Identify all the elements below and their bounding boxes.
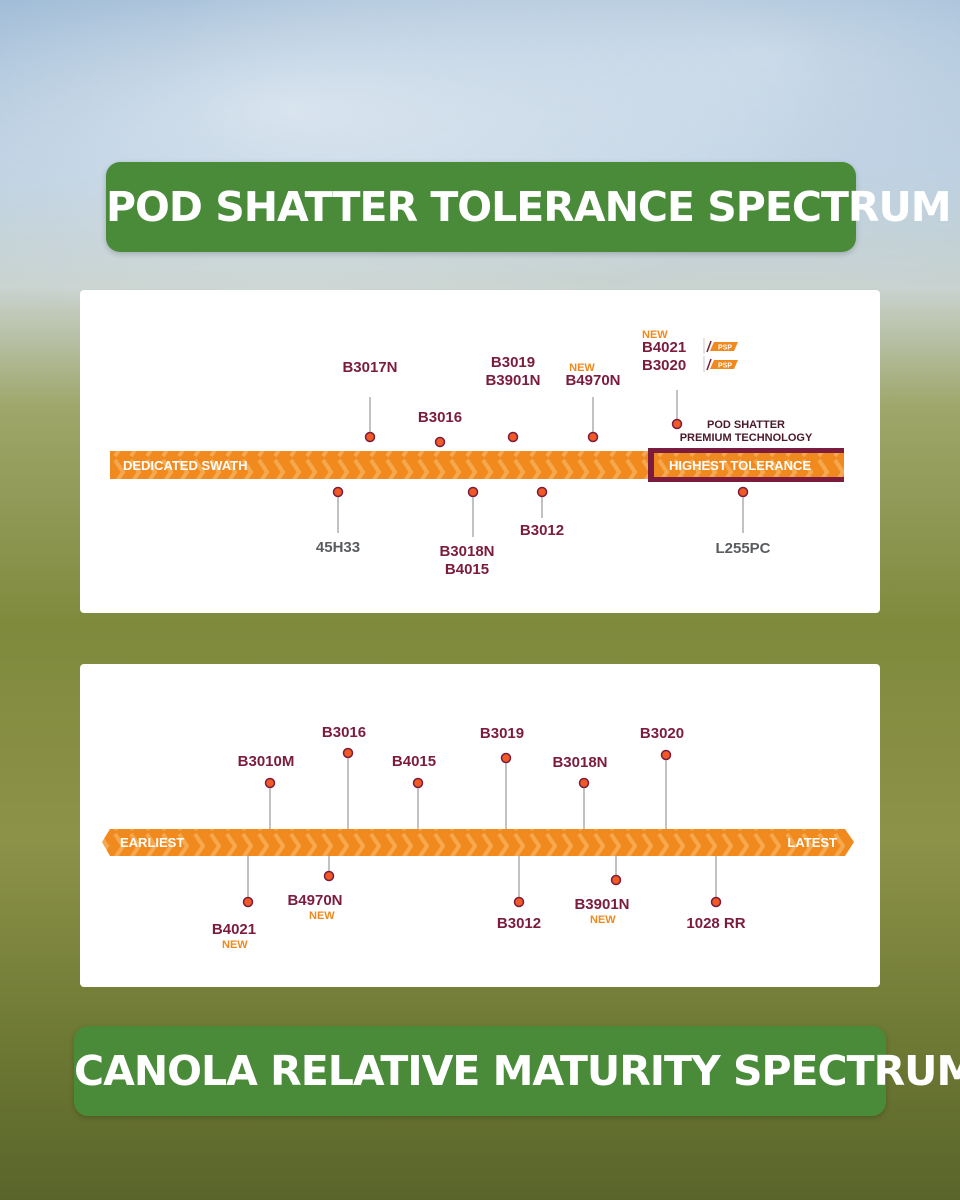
new-tag: NEW — [309, 910, 335, 922]
maturity-title: CANOLA RELATIVE MATURITY SPECTRUM — [74, 1026, 960, 1116]
maturity-marker-dot — [500, 752, 512, 764]
shatter-label-b3012: B3012 — [520, 522, 564, 539]
psp-segment-inner — [654, 453, 844, 477]
maturity-marker-dot — [578, 777, 590, 789]
shatter-marker-dot — [737, 486, 749, 498]
shatter-label-b3016: B3016 — [418, 409, 462, 426]
shatter-marker-dot — [467, 486, 479, 498]
maturity-left-label: EARLIEST — [120, 835, 184, 850]
psp-line1: POD SHATTER — [707, 419, 785, 431]
maturity-marker-dot — [342, 747, 354, 759]
maturity-bar — [102, 829, 854, 856]
maturity-marker-dot — [264, 777, 276, 789]
maturity-marker-dot — [513, 896, 525, 908]
maturity-label-b4021: B4021 — [212, 921, 256, 938]
psp-line2: PREMIUM TECHNOLOGY — [680, 432, 813, 444]
psp-badge: PSP — [703, 356, 738, 372]
maturity-label-b4015: B4015 — [392, 753, 436, 770]
new-tag: NEW — [222, 939, 248, 951]
maturity-marker-dot — [610, 874, 622, 886]
maturity-diagram: EARLIEST LATEST B3010M B3016 B4015 B3019 B30… — [102, 724, 854, 951]
shatter-label-b3020: B3020 — [642, 357, 686, 374]
psp-badge: PSP — [703, 338, 738, 354]
shatter-marker-dot — [434, 436, 446, 448]
maturity-marker-dot — [323, 870, 335, 882]
new-tag: NEW — [642, 329, 668, 341]
maturity-label-b4970n: B4970N — [287, 892, 342, 909]
shatter-label-b3019: B3019 — [491, 354, 535, 371]
shatter-label-b4970n: B4970N — [565, 372, 620, 389]
pod-shatter-panel: DEDICATED SWATH HIGHEST TOLERANCE POD SH… — [80, 290, 880, 613]
svg-text:PSP: PSP — [718, 363, 732, 370]
shatter-right-label: HIGHEST TOLERANCE — [669, 458, 811, 473]
maturity-label-b3012: B3012 — [497, 915, 541, 932]
maturity-label-b3020: B3020 — [640, 725, 684, 742]
shatter-marker-dot — [332, 486, 344, 498]
shatter-label-b4021: B4021 — [642, 339, 686, 356]
shatter-marker-dot — [364, 431, 376, 443]
maturity-label-b3016: B3016 — [322, 724, 366, 741]
maturity-label-1028-rr: 1028 RR — [686, 915, 745, 932]
shatter-marker-dot — [587, 431, 599, 443]
shatter-marker-dot — [536, 486, 548, 498]
svg-text:PSP: PSP — [718, 345, 732, 352]
maturity-label-b3018n: B3018N — [552, 754, 607, 771]
maturity-label-b3019: B3019 — [480, 725, 524, 742]
shatter-marker-dot — [671, 418, 683, 430]
pod-shatter-title: POD SHATTER TOLERANCE SPECTRUM — [106, 162, 952, 252]
maturity-marker-dot — [412, 777, 424, 789]
maturity-marker-dot — [242, 896, 254, 908]
shatter-label-b3018n: B3018N — [439, 543, 494, 560]
shatter-left-label: DEDICATED SWATH — [123, 458, 247, 473]
shatter-label-b3017n: B3017N — [342, 359, 397, 376]
shatter-marker-dot — [507, 431, 519, 443]
maturity-marker-dot — [660, 749, 672, 761]
maturity-label-b3010m: B3010M — [238, 753, 295, 770]
new-tag: NEW — [569, 362, 595, 374]
shatter-label-45h33: 45H33 — [316, 539, 360, 556]
new-tag: NEW — [590, 914, 616, 926]
shatter-label-l255pc: L255PC — [715, 540, 770, 557]
maturity-panel: EARLIEST LATEST B3010M B3016 B4015 B3019 B30… — [80, 664, 880, 987]
maturity-label-b3901n: B3901N — [574, 896, 629, 913]
pod-shatter-diagram: DEDICATED SWATH HIGHEST TOLERANCE POD SH… — [110, 329, 844, 578]
shatter-bar — [110, 451, 650, 479]
maturity-marker-dot — [710, 896, 722, 908]
shatter-label-b4015: B4015 — [445, 561, 489, 578]
maturity-right-label: LATEST — [787, 835, 837, 850]
shatter-label-b3901n: B3901N — [485, 372, 540, 389]
